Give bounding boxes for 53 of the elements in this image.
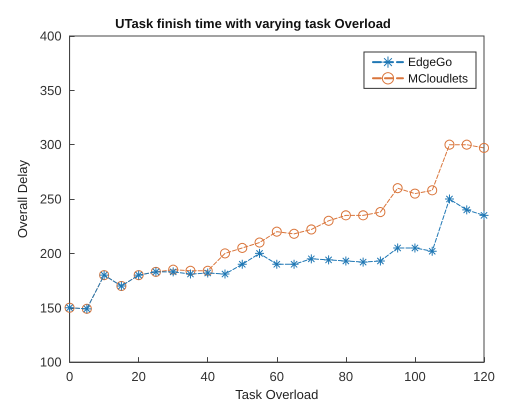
x-tick-label: 40 (200, 369, 215, 384)
point (272, 259, 282, 270)
point (272, 226, 282, 237)
point (427, 246, 438, 256)
point (254, 238, 265, 248)
point (462, 204, 472, 215)
point (306, 254, 316, 264)
point (185, 269, 196, 280)
y-tick-label: 100 (40, 354, 62, 370)
x-tick-label: 120 (473, 369, 495, 384)
point (479, 142, 489, 153)
point (306, 224, 316, 234)
point (220, 269, 230, 280)
point (375, 207, 386, 218)
point (324, 254, 334, 265)
point (479, 210, 489, 220)
legend-label: MCloudlets (408, 71, 468, 86)
x-tick-label: 0 (66, 369, 74, 384)
legend-label: EdgeGo (408, 55, 452, 70)
point (220, 248, 230, 258)
chart-title: UTask finish time with varying task Overload (115, 16, 391, 31)
point (444, 140, 454, 150)
point (410, 242, 420, 253)
x-tick-label: 80 (338, 369, 354, 384)
y-tick-label: 200 (40, 246, 62, 261)
x-tick-label: 60 (270, 369, 284, 384)
x-axis-title: Task Overload (235, 387, 318, 402)
y-tick-label: 300 (40, 137, 62, 152)
y-tick-label: 400 (40, 28, 62, 44)
point (410, 188, 420, 199)
point (392, 242, 403, 253)
point (427, 185, 438, 196)
point (340, 256, 351, 266)
y-tick-label: 150 (40, 300, 62, 316)
point (340, 210, 351, 220)
point (375, 256, 386, 266)
point (185, 266, 196, 276)
point (324, 216, 334, 226)
point (358, 210, 368, 220)
point (289, 259, 300, 270)
x-tick-label: 100 (404, 369, 426, 384)
x-tick-label: 20 (131, 369, 146, 384)
point (392, 183, 403, 194)
point (289, 228, 300, 239)
point (358, 257, 368, 268)
point (237, 259, 248, 270)
point (462, 140, 472, 150)
point (237, 242, 248, 253)
y-tick-label: 250 (40, 192, 62, 207)
point (444, 194, 454, 204)
y-tick-label: 350 (40, 82, 62, 98)
y-axis-title: Overall Delay (15, 160, 30, 238)
point (254, 248, 265, 258)
